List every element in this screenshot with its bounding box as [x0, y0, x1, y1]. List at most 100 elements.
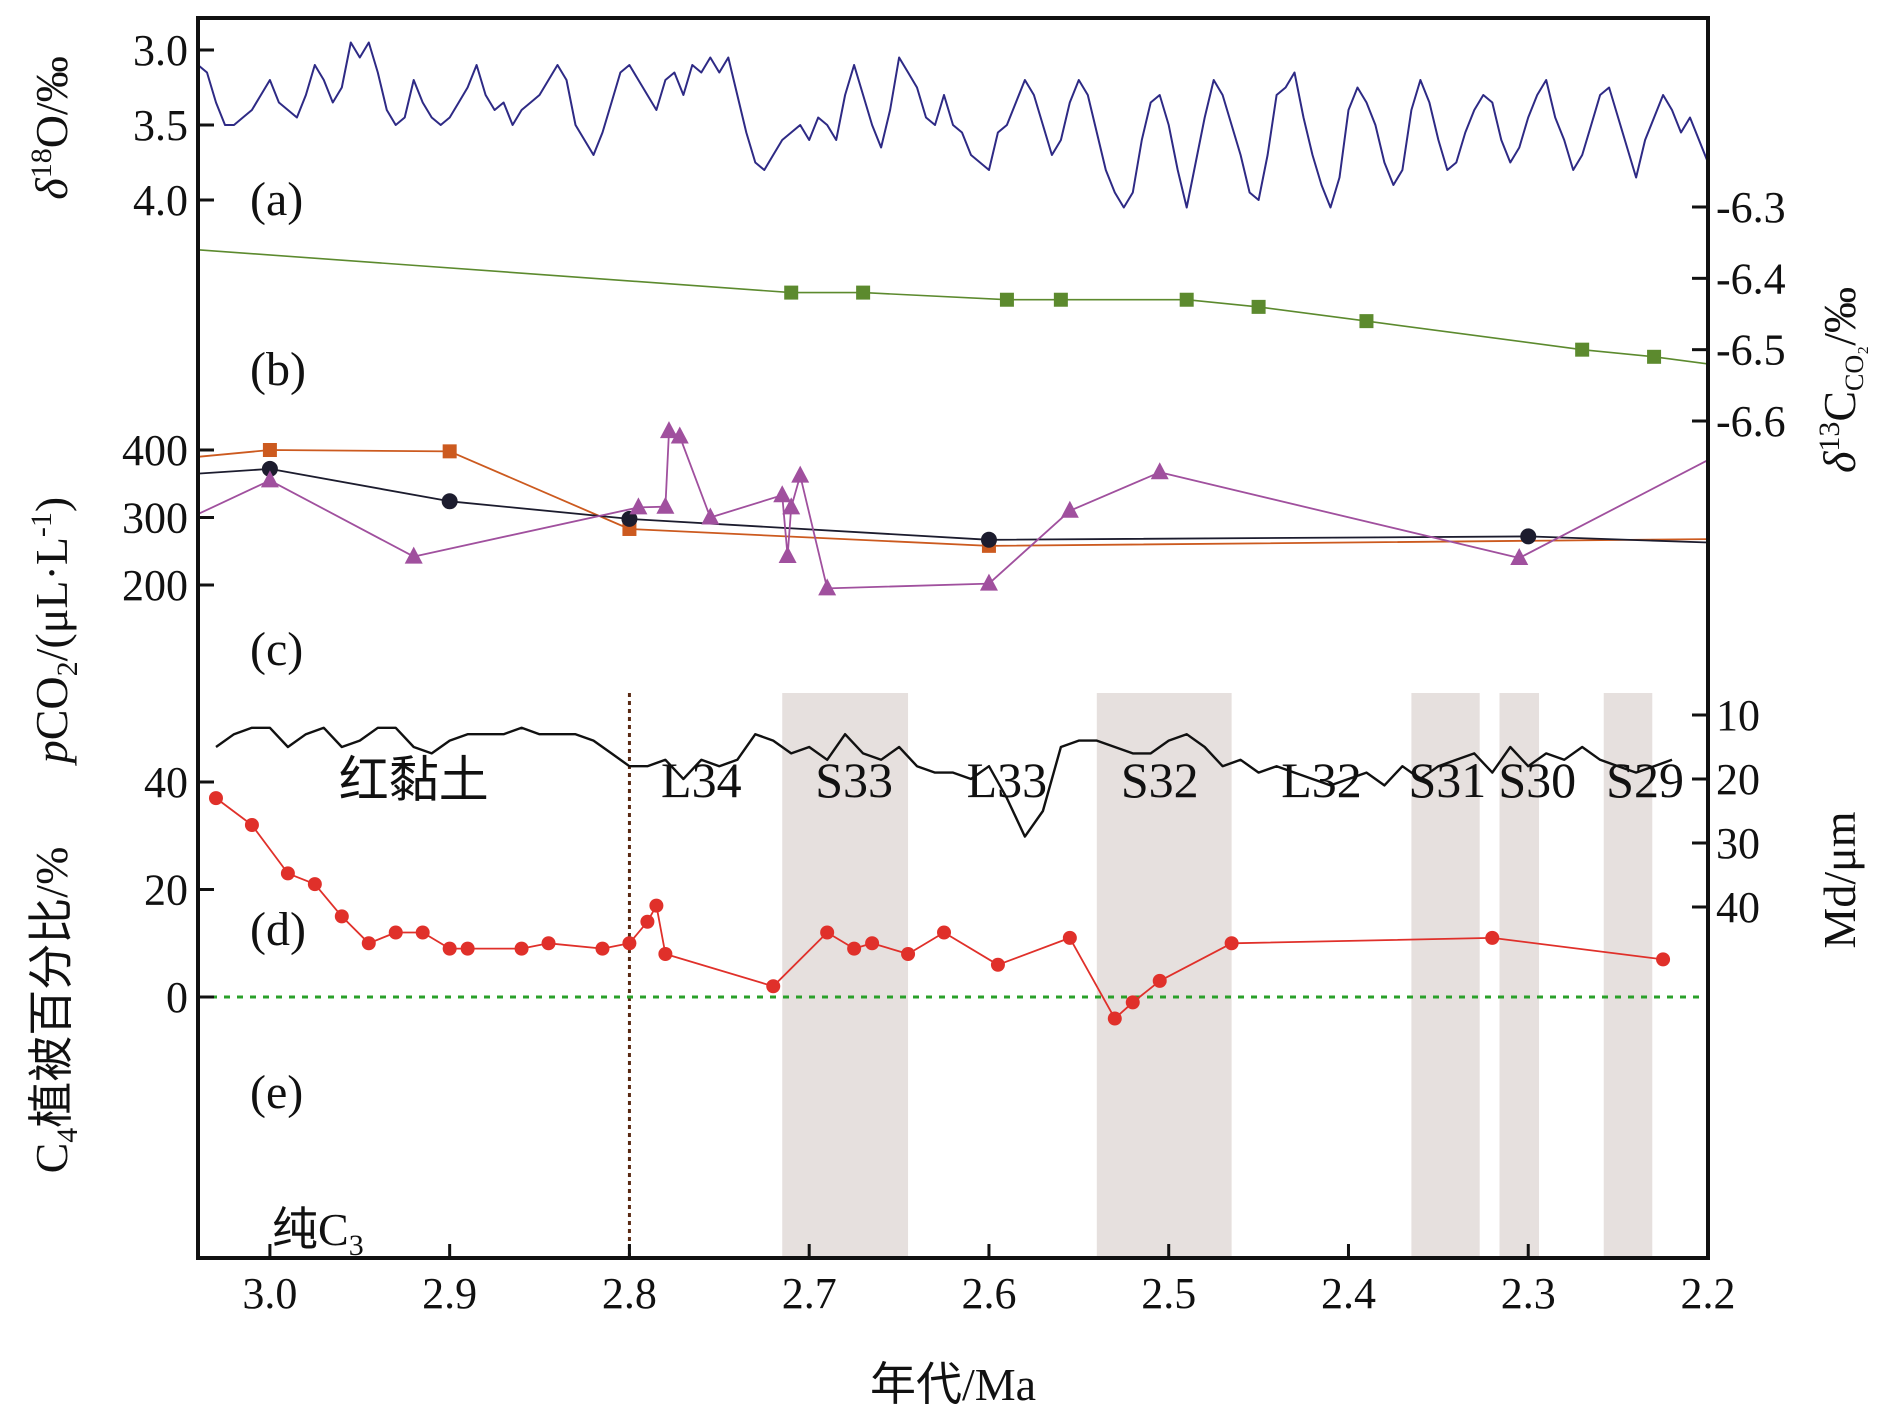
ylabel-main: CO	[26, 676, 77, 740]
pco2-point-circle	[1520, 528, 1537, 545]
d18o-line	[197, 41, 1709, 209]
ylabel-d18o: δ18O/‰	[25, 56, 77, 199]
right-y-tick-label: -6.6	[1716, 397, 1786, 446]
data-layer	[197, 41, 1709, 1256]
d13c-point	[856, 285, 871, 300]
c4-point	[361, 936, 376, 951]
strat-label: L32	[1281, 752, 1362, 808]
c4-point	[865, 936, 880, 951]
pco2-point-triangle	[979, 573, 998, 591]
c4-point	[1152, 973, 1167, 988]
c4-point	[514, 941, 529, 956]
right-y-tick-label: 20	[1716, 755, 1760, 804]
c4-point	[415, 925, 430, 940]
c4-point	[595, 941, 610, 956]
x-tick-label: 2.9	[422, 1269, 477, 1318]
right-y-tick-label: 40	[1716, 883, 1760, 932]
ylabel-main: Md/μm	[1814, 811, 1865, 948]
strat-label: S33	[815, 752, 893, 808]
c4-point	[460, 941, 475, 956]
left-y-tick-label: 3.5	[133, 101, 188, 150]
ylabel-sub: 4	[51, 1128, 84, 1143]
panel-label-a: (a)	[250, 173, 303, 226]
plot-frame	[196, 16, 1710, 1260]
strat-label: S30	[1498, 752, 1576, 808]
pco2-point-triangle	[778, 545, 797, 563]
c4-point	[1485, 930, 1500, 945]
ylabel-sym: p	[26, 740, 77, 766]
ylabel-sub: 2	[51, 661, 84, 676]
pco2-point-triangle	[1510, 548, 1529, 565]
c4-point	[622, 936, 637, 951]
x-tick-label: 2.7	[782, 1269, 837, 1318]
grain-size-line	[215, 726, 1673, 838]
c4-point	[658, 947, 673, 961]
ylabel-rest: O/‰	[26, 56, 77, 148]
c4-point	[334, 909, 349, 924]
pco2-point-triangle	[782, 497, 801, 515]
d13c-point	[1575, 342, 1590, 357]
ylabel-d13c: δ13CCO₂/‰	[1813, 287, 1869, 473]
strat-label: 红黏土	[339, 752, 489, 808]
c4-point	[1062, 930, 1077, 945]
pco2-point-triangle	[659, 421, 678, 439]
pco2-point-triangle	[404, 546, 423, 564]
c4-point	[244, 818, 259, 832]
x-tick-label: 2.8	[602, 1269, 657, 1318]
d13c-point	[1053, 292, 1068, 307]
c4-point	[990, 957, 1005, 972]
c4-point	[442, 941, 457, 956]
pco2-point-triangle	[701, 507, 720, 525]
left-y-tick-label: 4.0	[133, 176, 188, 225]
c4-point	[937, 925, 952, 940]
ylabel-c4: C4植被百分比/%	[26, 847, 84, 1174]
d13c-point	[1179, 292, 1194, 307]
pco2-line-circle	[197, 468, 1709, 544]
panel-label-b: (b)	[250, 343, 306, 396]
right-y-tick-label: 10	[1716, 691, 1760, 740]
strat-label: L33	[967, 752, 1048, 808]
c4-point	[766, 979, 781, 994]
panel-label-e: (e)	[250, 1066, 303, 1119]
ylabel-pco2: pCO2/(μL·L-1)	[25, 497, 84, 767]
c4-point	[820, 925, 835, 940]
right-y-tick-label: -6.5	[1716, 326, 1786, 375]
ylabel-main: C	[26, 1143, 77, 1174]
x-tick-label: 2.2	[1681, 1269, 1736, 1318]
right-y-tick-label: -6.3	[1716, 183, 1786, 232]
pco2-point-triangle	[791, 465, 810, 483]
left-y-tick-label: 200	[122, 561, 188, 610]
shaded-bands	[782, 693, 1653, 1256]
d13c-point	[784, 285, 799, 300]
c4-point	[208, 791, 223, 806]
pco2-point-triangle	[1150, 462, 1169, 480]
ylabel-rest: /‰	[1814, 287, 1865, 346]
pco2-point-triangle	[656, 496, 675, 514]
pco2-line-triangle	[197, 430, 1709, 590]
x-axis-label: 年代/Ma	[870, 1359, 1036, 1410]
shaded-band-2	[1096, 693, 1232, 1256]
pco2-point-square	[442, 444, 457, 459]
c4-point	[307, 877, 322, 892]
c4-point	[901, 947, 916, 961]
x-tick-label: 3.0	[242, 1269, 297, 1318]
left-y-tick-label: 20	[144, 866, 188, 915]
pco2-point-triangle	[670, 426, 689, 444]
shaded-band-1	[782, 693, 909, 1256]
d13c-point	[1647, 349, 1662, 364]
panel-label-c: (c)	[250, 623, 303, 676]
shaded-band-5	[1603, 693, 1653, 1256]
shaded-band-3	[1411, 693, 1480, 1256]
d13c-line	[197, 249, 1709, 365]
ylabel-sup: -1	[25, 512, 58, 537]
left-y-tick-label: 300	[122, 494, 188, 543]
d13c-point	[1359, 314, 1374, 329]
strat-label: S29	[1606, 752, 1684, 808]
pco2-point-circle	[980, 531, 997, 548]
pure-c3-label-sub: 3	[349, 1229, 364, 1262]
strat-label: S31	[1408, 752, 1486, 808]
ylabel-close: )	[26, 497, 77, 512]
panel-label-d: (d)	[250, 903, 306, 956]
pco2-point-triangle	[773, 485, 792, 503]
